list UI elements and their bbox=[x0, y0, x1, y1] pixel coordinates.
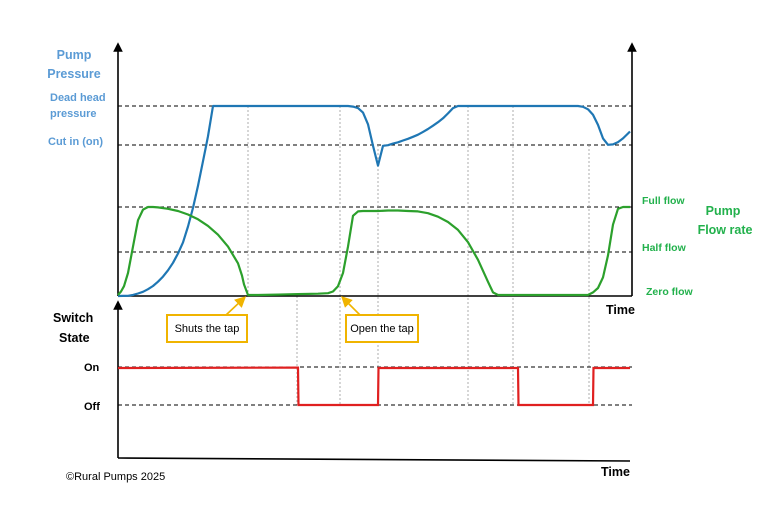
event-guide-lines bbox=[247, 106, 590, 405]
open-tap-arrow bbox=[341, 296, 361, 316]
pump-flow-label-line2: Flow rate bbox=[698, 223, 753, 237]
open-tap-callout: Open the tap bbox=[341, 296, 419, 343]
lower-reference-lines bbox=[118, 366, 632, 406]
dead-head-label-line1: Dead head bbox=[50, 92, 106, 104]
full-flow-label: Full flow bbox=[642, 195, 685, 207]
upper-axes bbox=[113, 42, 637, 297]
pressure-series-line bbox=[117, 104, 631, 298]
open-tap-text: Open the tap bbox=[350, 323, 414, 335]
lower-axes bbox=[113, 300, 631, 462]
off-level-label: Off bbox=[84, 401, 100, 413]
shuts-tap-callout: Shuts the tap bbox=[166, 296, 248, 343]
upper-time-label: Time bbox=[606, 303, 635, 317]
shuts-tap-box bbox=[166, 314, 248, 343]
pump-pressure-label-line1: Pump bbox=[57, 48, 92, 62]
lower-x-axis bbox=[117, 457, 631, 462]
upper-reference-lines bbox=[118, 105, 632, 253]
switch-state-label-line1: Switch bbox=[53, 311, 93, 325]
zero-flow-label: Zero flow bbox=[646, 286, 693, 298]
pump-flow-label-line1: Pump bbox=[706, 204, 741, 218]
shuts-tap-text: Shuts the tap bbox=[175, 323, 240, 335]
switch-state-label-line2: State bbox=[59, 331, 90, 345]
copyright-text: ©Rural Pumps 2025 bbox=[66, 471, 165, 483]
shuts-tap-arrow bbox=[225, 296, 247, 316]
dead-head-label-line2: pressure bbox=[50, 108, 96, 120]
cut-in-label: Cut in (on) bbox=[48, 136, 103, 148]
lower-time-label: Time bbox=[601, 465, 630, 479]
open-tap-box bbox=[345, 314, 419, 343]
half-flow-label: Half flow bbox=[642, 242, 687, 254]
switch-series-line bbox=[117, 366, 630, 407]
on-level-label: On bbox=[84, 362, 100, 374]
pump-pressure-label-line2: Pressure bbox=[47, 67, 101, 81]
flow-series-line bbox=[117, 205, 630, 297]
